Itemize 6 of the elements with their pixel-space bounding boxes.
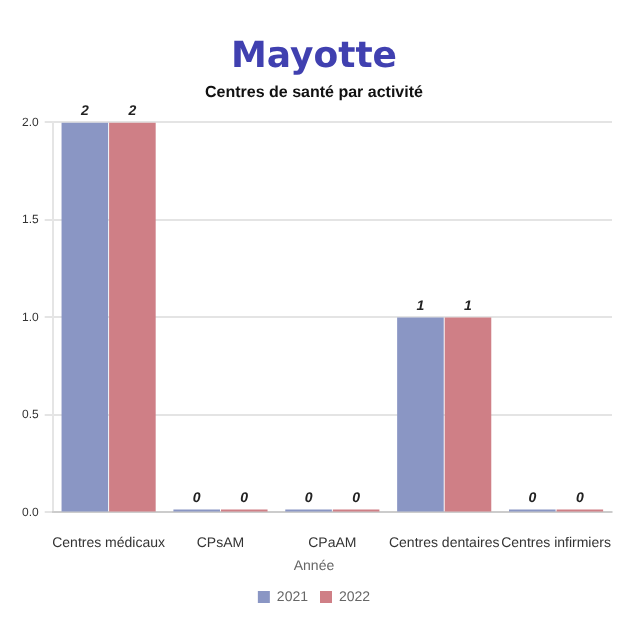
bar: [61, 122, 109, 512]
chart-title: Mayotte: [230, 34, 398, 77]
bar: [109, 122, 156, 512]
chart-subtitle: Centres de santé par activité: [205, 83, 425, 102]
bar: [397, 317, 444, 512]
bar: [444, 317, 492, 512]
